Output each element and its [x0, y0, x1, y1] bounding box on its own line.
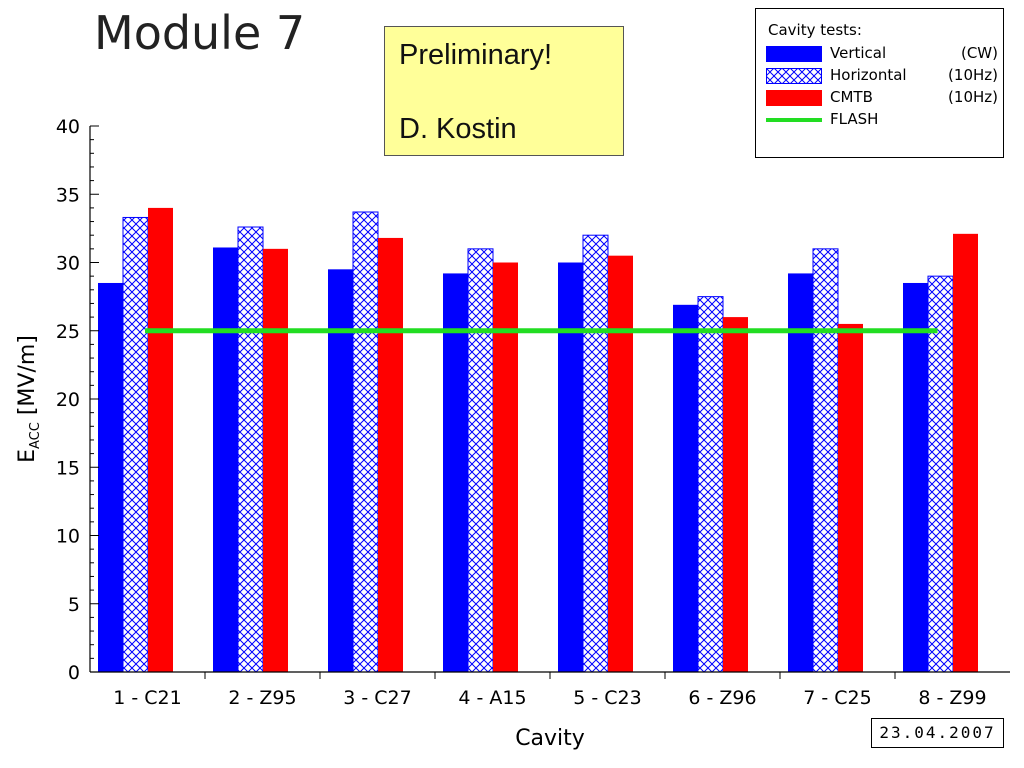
x-tick-label: 7 - C25	[803, 687, 871, 709]
legend-item-vertical: Vertical (CW)	[766, 44, 998, 64]
bar-cmtb-1	[148, 207, 173, 672]
y-tick-label: 35	[56, 184, 80, 206]
x-tick-label: 1 - C21	[113, 687, 181, 709]
note-line-2: D. Kostin	[399, 113, 517, 145]
bar-horizontal-1	[122, 216, 149, 673]
x-tick-label: 8 - Z99	[918, 687, 986, 709]
note-line-1: Preliminary!	[399, 39, 553, 71]
legend: Cavity tests: Vertical (CW) Horizontal (…	[755, 8, 1004, 158]
legend-item-flash: FLASH	[766, 110, 998, 130]
legend-label-cmtb: CMTB	[830, 88, 873, 106]
y-tick-label: 5	[68, 594, 80, 616]
legend-label-horizontal: Horizontal	[830, 66, 907, 84]
y-tick-label: 20	[56, 389, 80, 411]
bar-cmtb-6	[723, 317, 748, 672]
legend-note-cmtb: (10Hz)	[948, 88, 998, 106]
legend-label-flash: FLASH	[830, 110, 879, 128]
y-tick-label: 30	[56, 253, 80, 275]
bar-cmtb-5	[608, 255, 633, 673]
bar-cmtb-4	[493, 262, 518, 672]
bar-horizontal-8	[927, 275, 954, 673]
preliminary-note: Preliminary! D. Kostin	[384, 26, 624, 156]
bar-horizontal-7	[812, 248, 839, 673]
y-axis-label: EACC [MV/m]	[15, 335, 43, 463]
legend-label-vertical: Vertical	[830, 44, 887, 62]
bar-vertical-4	[443, 273, 468, 672]
y-tick-label: 25	[56, 321, 80, 343]
legend-item-horizontal: Horizontal (10Hz)	[766, 66, 998, 86]
y-tick-label: 40	[56, 116, 80, 138]
legend-note-horizontal: (10Hz)	[948, 66, 998, 84]
bar-vertical-8	[903, 282, 928, 672]
y-tick-label: 15	[56, 457, 80, 479]
y-tick-label: 0	[68, 662, 80, 684]
bar-horizontal-5	[582, 234, 609, 673]
bar-vertical-1	[98, 282, 123, 672]
bar-horizontal-3	[352, 211, 379, 673]
bar-cmtb-7	[838, 323, 863, 672]
chart-title: Module 7	[94, 6, 306, 60]
x-tick-label: 2 - Z95	[228, 687, 296, 709]
bar-horizontal-4	[467, 248, 494, 673]
legend-swatch-vertical	[766, 46, 822, 62]
legend-swatch-cmtb	[766, 90, 822, 106]
x-tick-label: 3 - C27	[343, 687, 411, 709]
bar-vertical-6	[673, 304, 698, 672]
bar-vertical-3	[328, 269, 353, 672]
bar-cmtb-8	[953, 233, 978, 672]
date-stamp: 23.04.2007	[871, 718, 1004, 748]
bar-cmtb-3	[378, 237, 403, 672]
bar-vertical-5	[558, 262, 583, 672]
legend-swatch-horizontal	[766, 68, 822, 84]
legend-title: Cavity tests:	[768, 21, 862, 39]
x-tick-label: 4 - A15	[458, 687, 526, 709]
x-axis-label: Cavity	[515, 726, 585, 751]
bar-cmtb-2	[263, 248, 288, 672]
bar-horizontal-2	[237, 226, 264, 673]
x-tick-label: 5 - C23	[573, 687, 641, 709]
legend-item-cmtb: CMTB (10Hz)	[766, 88, 998, 108]
x-tick-label: 6 - Z96	[688, 687, 756, 709]
bar-horizontal-6	[697, 296, 724, 673]
bar-vertical-2	[213, 247, 238, 673]
legend-note-vertical: (CW)	[960, 44, 998, 62]
bar-vertical-7	[788, 273, 813, 672]
y-tick-label: 10	[56, 526, 80, 548]
legend-swatch-flash	[766, 118, 822, 122]
